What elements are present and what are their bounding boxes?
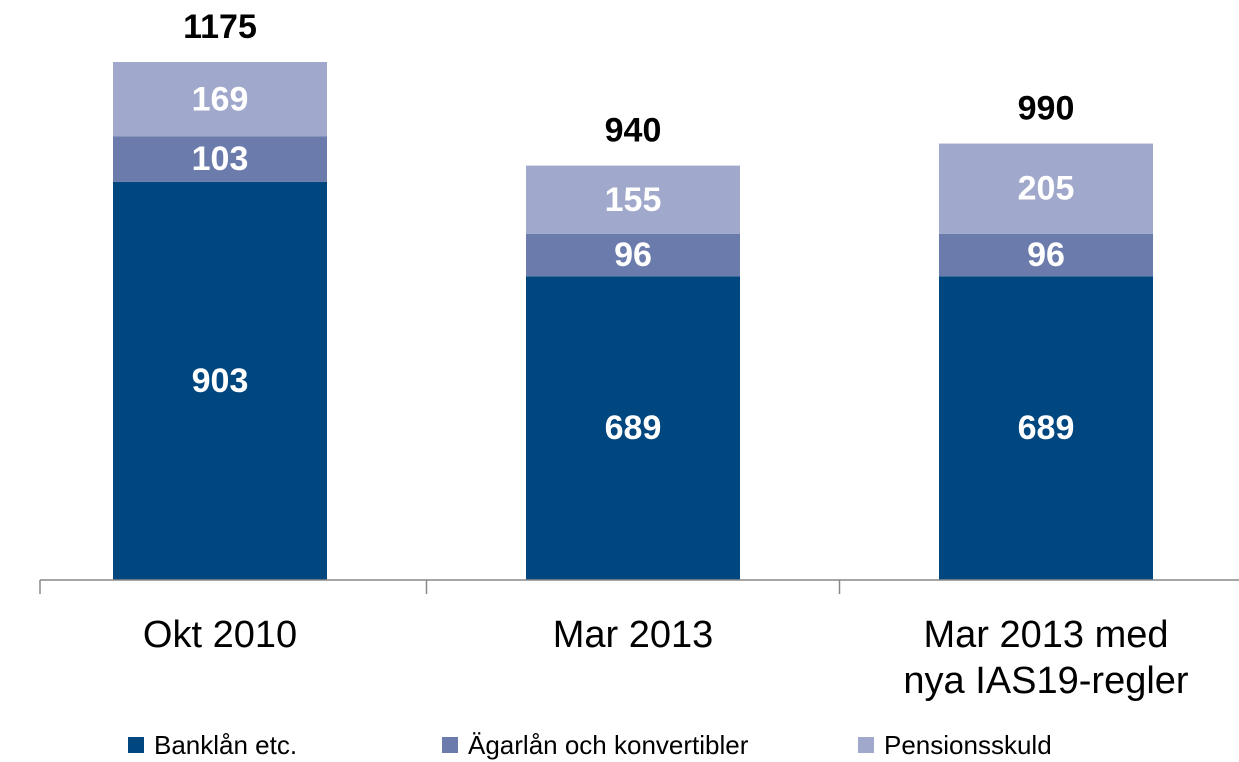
bar-segment: [113, 62, 327, 137]
total-label: 940: [605, 112, 662, 150]
bar-segment: [113, 181, 327, 581]
data-label: 103: [192, 140, 249, 178]
legend-swatch: [128, 737, 144, 753]
legend-swatch: [858, 737, 874, 753]
total-label: 990: [1018, 90, 1075, 128]
legend-label: Banklån etc.: [154, 730, 297, 760]
x-tick-label: Mar 2013: [552, 614, 714, 656]
data-label: 96: [1027, 236, 1065, 274]
data-label: 689: [605, 409, 662, 447]
legend-label: Pensionsskuld: [884, 730, 1052, 760]
bar-segment: [939, 276, 1153, 580]
x-tick-label: Okt 2010: [142, 614, 298, 656]
bar-segment: [113, 136, 327, 182]
bar-segment: [939, 233, 1153, 277]
total-label: 1175: [183, 8, 257, 46]
data-label: 155: [605, 181, 662, 219]
data-label: 169: [192, 80, 249, 118]
data-label: 903: [192, 362, 249, 400]
bar-segment: [526, 165, 740, 234]
legend-swatch: [442, 737, 458, 753]
legend-label: Ägarlån och konvertibler: [468, 730, 749, 760]
data-label: 96: [614, 236, 652, 274]
data-label: 689: [1018, 409, 1075, 447]
x-tick-label: Mar 2013 med nya IAS19-regler: [903, 614, 1189, 702]
data-label: 205: [1018, 170, 1075, 208]
bar-segment: [526, 276, 740, 580]
bar-segment: [526, 233, 740, 277]
bar-segment: [939, 143, 1153, 234]
